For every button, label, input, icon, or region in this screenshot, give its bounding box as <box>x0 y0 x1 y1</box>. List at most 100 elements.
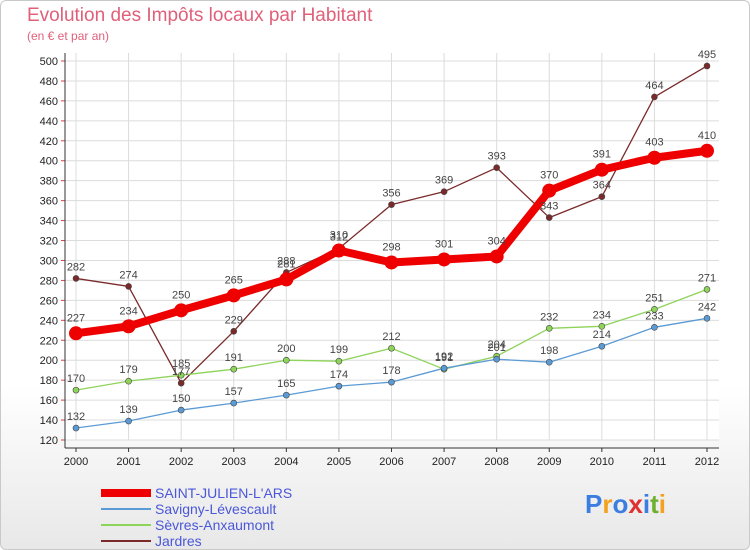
x-tick-label: 2003 <box>222 456 246 468</box>
series-1-data-label: 139 <box>119 404 137 416</box>
series-3-data-label: 364 <box>593 180 611 192</box>
series-2-data-label: 179 <box>119 364 137 376</box>
series-2-data-label: 271 <box>698 272 716 284</box>
legend-label-saint-julien: SAINT-JULIEN-L'ARS <box>155 485 293 501</box>
logo-letter: i <box>658 489 666 519</box>
y-tick-label: 180 <box>40 375 58 387</box>
series-0-data-label: 304 <box>487 235 505 247</box>
series-0-data-label: 301 <box>435 238 453 250</box>
series-0-data-label: 250 <box>172 289 190 301</box>
series-0-point <box>594 162 609 177</box>
series-3-data-label: 369 <box>435 175 453 187</box>
series-2-point <box>335 357 343 365</box>
series-1-data-label: 150 <box>172 393 190 405</box>
series-1-data-label: 178 <box>382 365 400 377</box>
y-tick-label: 160 <box>40 395 58 407</box>
series-3-data-label: 274 <box>119 269 137 281</box>
logo-letter: P <box>585 489 603 519</box>
series-3-data-label: 495 <box>698 49 716 61</box>
series-0-data-label: 403 <box>645 137 663 149</box>
series-2-data-label: 200 <box>277 343 295 355</box>
series-1-point <box>651 323 658 331</box>
x-tick-label: 2002 <box>169 456 193 468</box>
y-tick-label: 340 <box>40 216 58 228</box>
logo-letter: o <box>612 489 629 519</box>
series-2-data-label: 191 <box>225 352 243 364</box>
series-3-data-label: 229 <box>225 314 243 326</box>
series-3-point <box>388 201 395 208</box>
y-tick-label: 460 <box>40 96 58 108</box>
series-2-point <box>598 322 606 330</box>
x-tick-label: 2001 <box>116 456 140 468</box>
series-2-point <box>230 365 238 373</box>
series-3-point <box>72 275 80 282</box>
series-2-point <box>177 371 185 379</box>
series-3-point <box>440 188 448 195</box>
series-2-data-label: 232 <box>540 311 558 323</box>
x-tick-label: 2010 <box>590 456 614 468</box>
series-3-data-label: 288 <box>277 255 295 267</box>
series-2-point <box>545 324 553 332</box>
series-1-data-label: 192 <box>435 351 453 363</box>
series-1-point <box>230 399 238 407</box>
series-0-data-label: 234 <box>119 305 137 317</box>
series-1-data-label: 233 <box>645 310 663 322</box>
series-3-data-label: 393 <box>487 151 505 163</box>
x-tick-label: 2000 <box>64 456 88 468</box>
x-tick-label: 2012 <box>695 456 719 468</box>
y-tick-label: 280 <box>40 275 58 287</box>
series-3-point <box>125 283 132 290</box>
series-0-point <box>700 143 714 158</box>
series-0-data-label: 298 <box>382 241 400 253</box>
series-1-data-label: 214 <box>593 329 611 341</box>
series-3-data-label: 356 <box>382 188 400 200</box>
legend-swatch-saint-julien <box>101 489 151 497</box>
chart-title: Evolution des Impôts locaux par Habitant <box>27 5 373 26</box>
series-3-data-label: 312 <box>330 232 348 244</box>
series-0-data-label: 410 <box>698 130 716 142</box>
x-tick-label: 2011 <box>643 456 667 468</box>
series-1-data-label: 198 <box>540 345 558 357</box>
series-3-point <box>703 62 711 70</box>
y-tick-label: 400 <box>40 156 58 168</box>
series-2-point <box>125 377 132 385</box>
series-2-data-label: 199 <box>330 344 348 356</box>
series-3-point <box>651 93 658 101</box>
series-2-data-label: 234 <box>593 309 611 321</box>
series-3-point <box>493 164 500 172</box>
series-1-data-label: 165 <box>277 378 295 390</box>
legend-label-jardres: Jardres <box>155 533 202 549</box>
series-3-data-label: 282 <box>67 261 85 273</box>
series-2-point <box>651 306 658 313</box>
series-0-point <box>647 150 662 165</box>
y-tick-label: 200 <box>40 355 58 367</box>
legend-swatch-jardres <box>101 540 151 542</box>
series-2-point <box>388 344 395 352</box>
legend-label-savigny: Savigny-Lévescault <box>155 501 277 517</box>
logo-letter: x <box>628 489 643 519</box>
legend-swatch-savigny <box>101 508 151 510</box>
series-1-point <box>335 382 343 390</box>
x-tick-label: 2005 <box>327 456 351 468</box>
legend-label-sevres: Sèvres-Anxaumont <box>155 517 275 533</box>
y-tick-label: 240 <box>40 315 58 327</box>
series-0-data-label: 370 <box>540 170 558 182</box>
series-0-point <box>437 252 452 267</box>
y-tick-label: 320 <box>40 236 58 248</box>
series-3-data-label: 177 <box>172 366 190 378</box>
series-2-data-label: 191 <box>435 352 453 364</box>
series-1-data-label: 201 <box>487 342 505 354</box>
x-tick-label: 2006 <box>379 456 403 468</box>
series-1-point <box>440 364 448 372</box>
series-1-point <box>598 342 606 350</box>
series-1-data-label: 157 <box>225 386 243 398</box>
x-tick-label: 2007 <box>432 456 456 468</box>
y-tick-label: 380 <box>40 176 58 188</box>
series-3-data-label: 464 <box>645 80 663 92</box>
logo-letter: r <box>602 489 613 519</box>
series-2-data-label: 212 <box>382 331 400 343</box>
series-3-point <box>230 327 238 335</box>
series-0-point <box>279 272 294 287</box>
logo-letter: i <box>642 489 651 519</box>
